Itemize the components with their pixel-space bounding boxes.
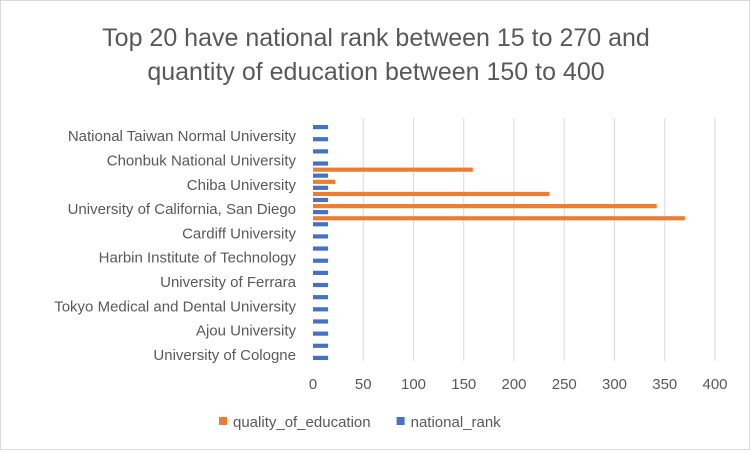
- x-tick-200: 200: [501, 376, 526, 393]
- bar-national_rank-12: [313, 210, 329, 215]
- x-tick-100: 100: [401, 376, 426, 393]
- chart-title-line-1: Top 20 have national rank between 15 to …: [102, 24, 650, 52]
- bar-national_rank-18: [313, 137, 329, 142]
- bar-national_rank-2: [313, 331, 329, 336]
- x-tick-400: 400: [702, 376, 727, 393]
- bar-national_rank-16: [313, 161, 329, 166]
- bar-quality_of_education-11: [313, 216, 685, 221]
- bar-national_rank-11: [313, 222, 329, 227]
- category-label-2: Ajou University: [196, 323, 297, 340]
- bar-national_rank-5: [313, 295, 329, 300]
- bar-quality_of_education-14: [313, 179, 336, 184]
- gridlines: [362, 118, 716, 361]
- legend-label-national_rank: national_rank: [411, 414, 502, 431]
- legend-label-quality_of_education: quality_of_education: [233, 414, 371, 431]
- bar-national_rank-1: [313, 343, 329, 348]
- x-tick-350: 350: [652, 376, 677, 393]
- category-label-18: National Taiwan Normal University: [68, 128, 297, 145]
- category-label-10: Cardiff University: [182, 225, 296, 242]
- x-tick-0: 0: [309, 376, 317, 393]
- category-label-12: University of California, San Diego: [68, 201, 296, 218]
- category-label-16: Chonbuk National University: [107, 153, 297, 170]
- bar-national_rank-10: [313, 234, 329, 239]
- x-tick-labels: 0 50 100 150 200 250 300 350 400: [309, 376, 728, 393]
- chart-title-line-2: quantity of education between 150 to 400: [147, 58, 605, 86]
- legend: quality_of_education national_rank: [219, 414, 501, 431]
- category-label-4: Tokyo Medical and Dental University: [54, 298, 296, 315]
- bars: [313, 124, 685, 361]
- bar-national_rank-19: [313, 124, 329, 130]
- bar-quality_of_education-15: [313, 167, 473, 172]
- category-label-0: University of Cologne: [153, 347, 296, 364]
- bar-national_rank-14: [313, 185, 329, 190]
- legend-swatch-quality_of_education: [219, 417, 227, 425]
- bar-national_rank-0: [313, 355, 329, 361]
- category-label-8: Harbin Institute of Technology: [99, 250, 297, 267]
- bar-national_rank-3: [313, 319, 329, 324]
- x-tick-300: 300: [602, 376, 627, 393]
- bar-national_rank-9: [313, 246, 329, 251]
- x-tick-50: 50: [355, 376, 372, 393]
- category-label-6: University of Ferrara: [160, 274, 297, 291]
- bar-national_rank-7: [313, 270, 329, 275]
- bar-quality_of_education-12: [313, 204, 657, 209]
- x-tick-250: 250: [552, 376, 577, 393]
- x-tick-150: 150: [451, 376, 476, 393]
- bar-quality_of_education-13: [313, 191, 550, 197]
- category-label-14: Chiba University: [187, 177, 297, 194]
- bar-national_rank-17: [313, 149, 329, 154]
- bar-national_rank-6: [313, 282, 329, 288]
- bar-national_rank-4: [313, 307, 329, 312]
- category-labels: University of Cologne Ajou University Toky…: [54, 128, 296, 364]
- bar-national_rank-13: [313, 197, 329, 203]
- chart-title: Top 20 have national rank between 15 to …: [1, 21, 751, 89]
- bar-national_rank-15: [313, 173, 329, 178]
- legend-swatch-national_rank: [396, 417, 405, 425]
- bar-national_rank-8: [313, 258, 329, 263]
